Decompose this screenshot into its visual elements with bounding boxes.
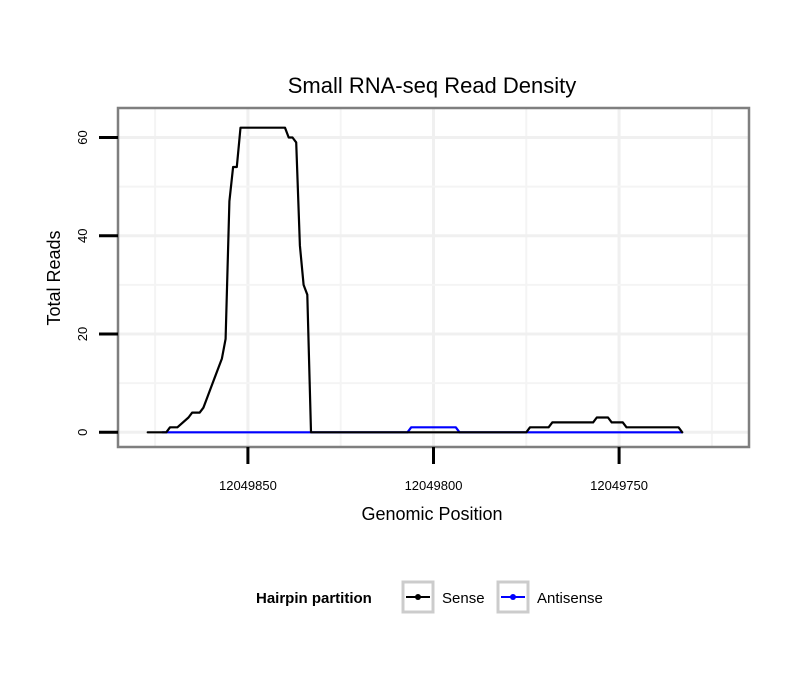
y-axis-ticks: 0 20 40 60 xyxy=(75,130,118,436)
x-axis-ticks: 12049850 12049800 12049750 xyxy=(219,447,648,493)
x-axis-title: Genomic Position xyxy=(361,504,502,524)
y-axis-title: Total Reads xyxy=(44,230,64,325)
x-tick-label: 12049850 xyxy=(219,478,277,493)
y-tick-label: 40 xyxy=(75,229,90,243)
y-tick-label: 0 xyxy=(75,429,90,436)
legend-key-antisense xyxy=(496,580,530,614)
y-tick-label: 20 xyxy=(75,327,90,341)
series-line-sense xyxy=(146,126,684,434)
y-tick-label: 60 xyxy=(75,130,90,144)
legend-key-sense xyxy=(401,580,435,614)
legend-label-antisense: Antisense xyxy=(537,590,603,607)
series-layer xyxy=(146,126,684,434)
x-tick-label: 12049750 xyxy=(590,478,648,493)
x-tick-label: 12049800 xyxy=(405,478,463,493)
legend-label-sense: Sense xyxy=(442,590,485,607)
chart-title: Small RNA-seq Read Density xyxy=(288,73,577,98)
legend: Hairpin partition Sense Antisense xyxy=(256,580,603,614)
plot-grid xyxy=(118,108,749,447)
legend-title: Hairpin partition xyxy=(256,590,372,607)
